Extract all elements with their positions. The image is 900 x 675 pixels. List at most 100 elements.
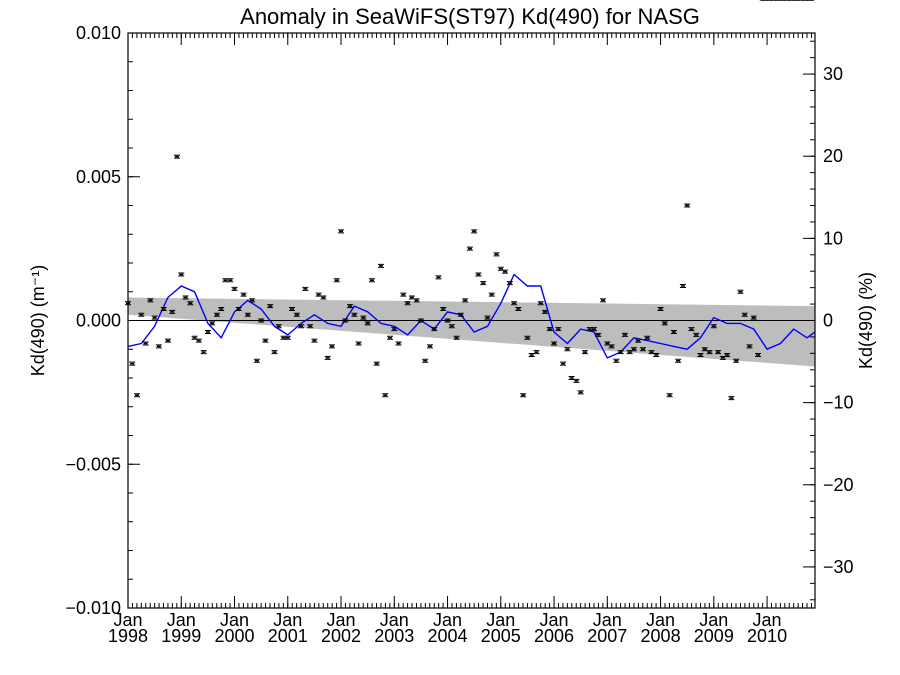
data-point xyxy=(187,301,194,306)
y-tick-label: 0.005 xyxy=(76,167,121,187)
data-point xyxy=(746,344,753,349)
data-point xyxy=(608,344,615,349)
axis-ticks-layer: 0.0100.0050.000−0.005−0.0103020100−10−20… xyxy=(65,23,853,646)
data-point xyxy=(581,350,588,355)
data-point xyxy=(138,312,145,317)
y-axis-label: Kd(490) (m⁻¹) xyxy=(28,265,48,377)
data-point xyxy=(431,327,438,332)
x-tick-month-label: Jan xyxy=(699,610,728,630)
x-tick-year-label: 2006 xyxy=(534,626,574,646)
data-point xyxy=(404,301,411,306)
data-point xyxy=(661,321,668,326)
data-point xyxy=(364,321,371,326)
x-tick-month-label: Jan xyxy=(540,610,569,630)
data-point xyxy=(262,338,269,343)
data-point xyxy=(240,292,247,297)
data-point xyxy=(448,324,455,329)
data-point xyxy=(724,353,731,357)
data-point xyxy=(435,275,442,280)
data-point xyxy=(657,307,664,311)
y2-axis-label: Kd(490) (%) xyxy=(856,272,876,369)
data-point xyxy=(200,350,207,355)
data-point xyxy=(573,378,580,383)
data-point xyxy=(537,301,544,306)
data-point xyxy=(387,335,394,340)
data-point xyxy=(546,327,553,332)
y2-tick-label: −30 xyxy=(823,557,854,577)
data-point xyxy=(506,281,513,286)
y2-tick-label: 30 xyxy=(823,64,843,84)
x-tick-year-label: 1998 xyxy=(108,626,148,646)
data-point xyxy=(231,286,238,291)
data-point xyxy=(475,272,482,277)
data-point xyxy=(551,341,558,346)
data-point xyxy=(182,295,189,300)
data-point xyxy=(227,278,234,283)
data-point xyxy=(502,269,509,274)
data-point xyxy=(613,358,620,363)
x-tick-year-label: 2004 xyxy=(428,626,468,646)
data-point xyxy=(368,278,375,283)
data-point xyxy=(555,327,562,332)
data-point xyxy=(639,347,646,352)
data-point xyxy=(311,338,318,343)
data-point xyxy=(635,338,642,343)
data-point xyxy=(275,324,282,329)
y-tick-label: −0.010 xyxy=(65,598,121,618)
data-point xyxy=(129,361,136,366)
data-point xyxy=(289,307,296,311)
data-point xyxy=(688,327,695,332)
data-point xyxy=(382,393,389,398)
data-point xyxy=(298,324,305,329)
x-tick-year-label: 2002 xyxy=(321,626,361,646)
x-tick-month-label: Jan xyxy=(327,610,356,630)
data-point xyxy=(511,301,518,306)
data-point xyxy=(488,292,495,297)
data-point xyxy=(355,341,362,346)
data-point xyxy=(710,324,717,329)
running-mean-line xyxy=(127,273,816,359)
trend-confidence-band xyxy=(128,297,815,367)
data-point xyxy=(253,358,260,363)
data-point xyxy=(324,355,331,360)
data-point xyxy=(258,318,265,323)
data-point xyxy=(600,298,607,303)
data-point xyxy=(204,330,211,334)
x-tick-year-label: 2005 xyxy=(481,626,521,646)
data-point xyxy=(395,341,402,346)
data-point xyxy=(351,312,358,317)
data-point xyxy=(457,312,464,317)
data-point xyxy=(684,203,691,208)
chart-title: Anomaly in SeaWiFS(ST97) Kd(490) for NAS… xyxy=(240,4,700,29)
y2-tick-label: −20 xyxy=(823,475,854,495)
data-point xyxy=(178,272,185,277)
x-tick-month-label: Jan xyxy=(486,610,515,630)
data-point xyxy=(644,335,651,340)
data-point xyxy=(679,284,686,288)
data-point xyxy=(590,327,597,332)
data-point xyxy=(249,298,256,303)
data-point xyxy=(471,229,478,234)
data-point xyxy=(213,312,220,317)
data-point xyxy=(147,298,154,303)
data-point xyxy=(267,304,274,309)
data-point xyxy=(733,358,740,363)
x-tick-year-label: 2001 xyxy=(268,626,308,646)
data-point xyxy=(653,353,660,357)
data-point xyxy=(218,307,225,311)
x-tick-month-label: Jan xyxy=(167,610,196,630)
x-tick-year-label: 2010 xyxy=(747,626,787,646)
data-point xyxy=(453,335,460,340)
data-point xyxy=(333,278,340,283)
data-point xyxy=(670,330,677,334)
data-point xyxy=(342,318,349,323)
data-point xyxy=(134,393,141,398)
data-point xyxy=(271,350,278,355)
y2-tick-label: 20 xyxy=(823,146,843,166)
data-point xyxy=(347,304,354,309)
data-point xyxy=(426,344,433,349)
running-mean-layer xyxy=(127,273,816,359)
data-point xyxy=(466,246,473,251)
data-point xyxy=(444,318,451,323)
